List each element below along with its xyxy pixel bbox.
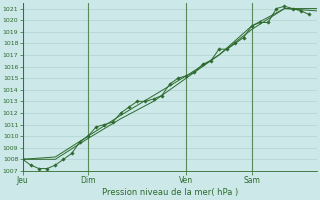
- X-axis label: Pression niveau de la mer( hPa ): Pression niveau de la mer( hPa ): [102, 188, 238, 197]
